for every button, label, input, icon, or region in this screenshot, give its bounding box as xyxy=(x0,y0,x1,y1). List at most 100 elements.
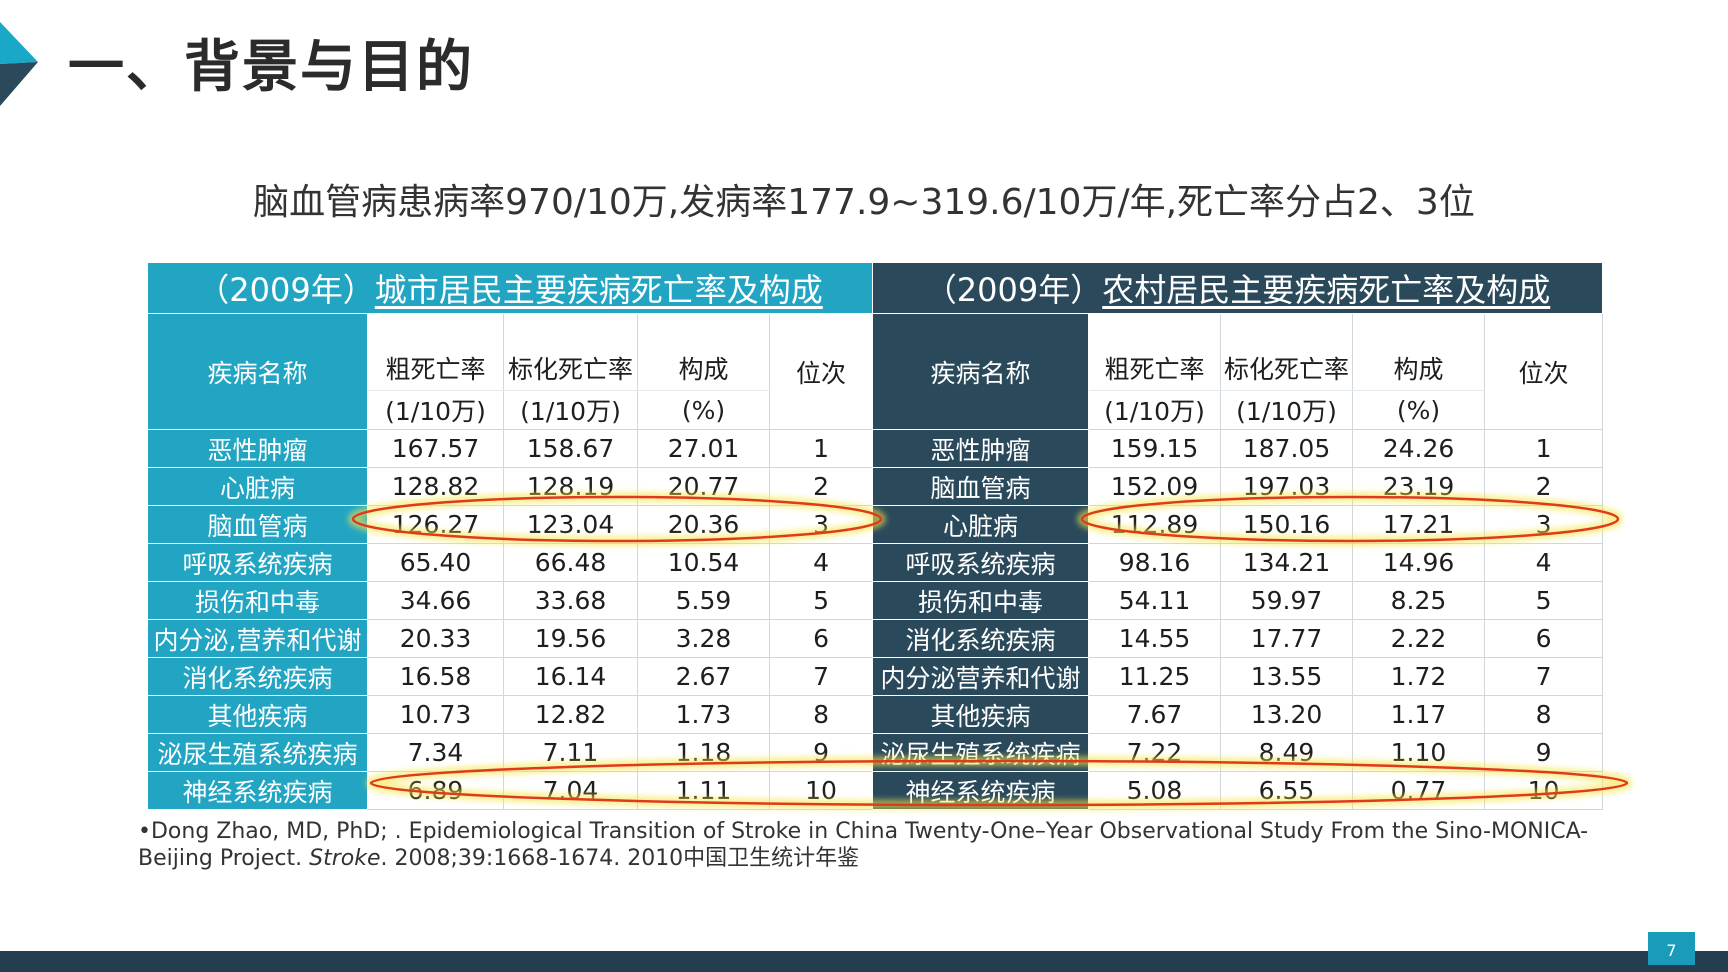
rank: 6 xyxy=(768,619,874,658)
composition: 2.67 xyxy=(637,657,770,696)
tables-container: （2009年）城市居民主要疾病死亡率及构成 疾病名称 粗死亡率 标化死亡率 构成… xyxy=(147,262,1604,810)
table-row: 神经系统疾病 6.89 7.04 1.11 10 xyxy=(147,771,874,810)
disease-name: 消化系统疾病 xyxy=(147,657,368,696)
crude-rate: 20.33 xyxy=(367,619,504,658)
composition: 10.54 xyxy=(637,543,770,582)
rural-header-name: 疾病名称 xyxy=(872,313,1089,430)
rank: 2 xyxy=(1483,467,1604,506)
rank: 7 xyxy=(768,657,874,696)
rural-unit-crude: (1/10万) xyxy=(1088,390,1221,430)
rural-header-composition: 构成 xyxy=(1352,313,1485,391)
standardized-rate: 13.20 xyxy=(1220,695,1353,734)
standardized-rate: 8.49 xyxy=(1220,733,1353,772)
rank: 2 xyxy=(768,467,874,506)
table-row: 恶性肿瘤 167.57 158.67 27.01 1 xyxy=(147,429,874,468)
standardized-rate: 59.97 xyxy=(1220,581,1353,620)
crude-rate: 98.16 xyxy=(1088,543,1221,582)
table-row: 心脏病 112.89 150.16 17.21 3 xyxy=(872,505,1604,544)
disease-name: 神经系统疾病 xyxy=(147,771,368,810)
rank: 1 xyxy=(1483,429,1604,468)
disease-name: 心脏病 xyxy=(872,505,1089,544)
rural-title-link[interactable]: 农村居民主要疾病死亡率及构成 xyxy=(1102,271,1551,309)
reference-line-1: •Dong Zhao, MD, PhD; . Epidemiological T… xyxy=(138,819,1589,844)
rural-mortality-table: （2009年）农村居民主要疾病死亡率及构成 疾病名称 粗死亡率 标化死亡率 构成… xyxy=(872,262,1604,810)
standardized-rate: 17.77 xyxy=(1220,619,1353,658)
disease-name: 呼吸系统疾病 xyxy=(147,543,368,582)
disease-name: 恶性肿瘤 xyxy=(872,429,1089,468)
disease-name: 脑血管病 xyxy=(147,505,368,544)
rural-header-crude: 粗死亡率 xyxy=(1088,313,1221,391)
standardized-rate: 33.68 xyxy=(503,581,638,620)
urban-title-link[interactable]: 城市居民主要疾病死亡率及构成 xyxy=(374,271,823,309)
rank: 3 xyxy=(768,505,874,544)
standardized-rate: 66.48 xyxy=(503,543,638,582)
crude-rate: 7.22 xyxy=(1088,733,1221,772)
table-row: 消化系统疾病 16.58 16.14 2.67 7 xyxy=(147,657,874,696)
composition: 8.25 xyxy=(1352,581,1485,620)
table-row: 神经系统疾病 5.08 6.55 0.77 10 xyxy=(872,771,1604,810)
chevron-logo-icon xyxy=(0,22,38,106)
table-row: 损伤和中毒 34.66 33.68 5.59 5 xyxy=(147,581,874,620)
table-row: 脑血管病 152.09 197.03 23.19 2 xyxy=(872,467,1604,506)
crude-rate: 112.89 xyxy=(1088,505,1221,544)
subtitle: 脑血管病患病率970/10万,发病率177.9~319.6/10万/年,死亡率分… xyxy=(253,182,1475,223)
crude-rate: 159.15 xyxy=(1088,429,1221,468)
reference-journal: Stroke xyxy=(309,846,381,871)
urban-header-crude: 粗死亡率 xyxy=(367,313,504,391)
crude-rate: 11.25 xyxy=(1088,657,1221,696)
table-row: 心脏病 128.82 128.19 20.77 2 xyxy=(147,467,874,506)
urban-header-rank: 位次 xyxy=(768,313,874,430)
disease-name: 泌尿生殖系统疾病 xyxy=(147,733,368,772)
composition: 2.22 xyxy=(1352,619,1485,658)
table-row: 内分泌营养和代谢 11.25 13.55 1.72 7 xyxy=(872,657,1604,696)
composition: 0.77 xyxy=(1352,771,1485,810)
urban-title-prefix: （2009年） xyxy=(197,271,375,309)
rural-title-row: （2009年）农村居民主要疾病死亡率及构成 xyxy=(872,262,1603,314)
composition: 24.26 xyxy=(1352,429,1485,468)
urban-header-row: 疾病名称 粗死亡率 标化死亡率 构成 位次 xyxy=(147,313,874,430)
standardized-rate: 150.16 xyxy=(1220,505,1353,544)
urban-table-title: （2009年）城市居民主要疾病死亡率及构成 xyxy=(147,262,873,314)
composition: 1.17 xyxy=(1352,695,1485,734)
composition: 1.18 xyxy=(637,733,770,772)
rank: 8 xyxy=(1483,695,1604,734)
rank: 4 xyxy=(1483,543,1604,582)
urban-header-composition: 构成 xyxy=(637,313,770,391)
urban-unit-crude: (1/10万) xyxy=(367,390,504,430)
rank: 7 xyxy=(1483,657,1604,696)
crude-rate: 5.08 xyxy=(1088,771,1221,810)
rank: 4 xyxy=(768,543,874,582)
crude-rate: 14.55 xyxy=(1088,619,1221,658)
urban-unit-standard: (1/10万) xyxy=(503,390,638,430)
composition: 17.21 xyxy=(1352,505,1485,544)
disease-name: 呼吸系统疾病 xyxy=(872,543,1089,582)
rank: 10 xyxy=(768,771,874,810)
table-row: 损伤和中毒 54.11 59.97 8.25 5 xyxy=(872,581,1604,620)
disease-name: 损伤和中毒 xyxy=(872,581,1089,620)
rank: 5 xyxy=(768,581,874,620)
composition: 23.19 xyxy=(1352,467,1485,506)
standardized-rate: 6.55 xyxy=(1220,771,1353,810)
table-row: 内分泌,营养和代谢 20.33 19.56 3.28 6 xyxy=(147,619,874,658)
composition: 27.01 xyxy=(637,429,770,468)
crude-rate: 54.11 xyxy=(1088,581,1221,620)
rural-table-title: （2009年）农村居民主要疾病死亡率及构成 xyxy=(872,262,1603,314)
footer-bar xyxy=(0,951,1728,972)
crude-rate: 167.57 xyxy=(367,429,504,468)
reference-line-2-pre: Beijing Project. xyxy=(138,846,310,871)
disease-name: 其他疾病 xyxy=(147,695,368,734)
table-row: 泌尿生殖系统疾病 7.34 7.11 1.18 9 xyxy=(147,733,874,772)
crude-rate: 16.58 xyxy=(367,657,504,696)
table-row: 脑血管病 126.27 123.04 20.36 3 xyxy=(147,505,874,544)
table-row: 呼吸系统疾病 98.16 134.21 14.96 4 xyxy=(872,543,1604,582)
rural-title-prefix: （2009年） xyxy=(924,271,1103,309)
standardized-rate: 134.21 xyxy=(1220,543,1353,582)
rural-header-standard: 标化死亡率 xyxy=(1220,313,1353,391)
composition: 20.36 xyxy=(637,505,770,544)
rural-header-row: 疾病名称 粗死亡率 标化死亡率 构成 位次 xyxy=(872,313,1604,430)
disease-name: 恶性肿瘤 xyxy=(147,429,368,468)
disease-name: 心脏病 xyxy=(147,467,368,506)
composition: 3.28 xyxy=(637,619,770,658)
standardized-rate: 16.14 xyxy=(503,657,638,696)
page-number: 7 xyxy=(1648,932,1695,965)
